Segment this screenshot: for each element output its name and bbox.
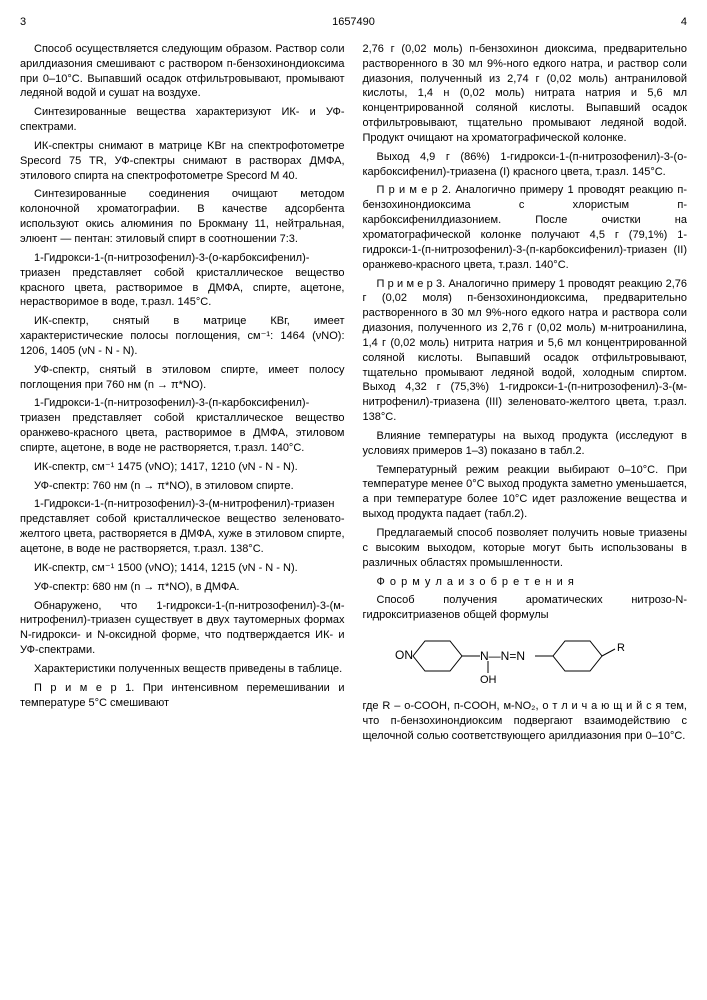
- para: П р и м е р 2. Аналогично примеру 1 пров…: [363, 183, 688, 272]
- para: П р и м е р 3. Аналогично примеру 1 пров…: [363, 277, 688, 425]
- para: 1-Гидрокси-1-(п-нитрозофенил)-3-(о-карбо…: [20, 251, 345, 310]
- para: ИК-спектры снимают в матрице KBг на спек…: [20, 139, 345, 184]
- formula-heading: Ф о р м у л а и з о б р е т е н и я: [363, 575, 688, 590]
- para: УФ-спектр: 680 нм (n → π*NO), в ДМФА.: [20, 580, 345, 595]
- para: где R – о-COOH, п-COOH, м-NO₂, о т л и ч…: [363, 699, 688, 744]
- para: Синтезированные соединения очищают метод…: [20, 187, 345, 246]
- para: Температурный режим реакции выбирают 0–1…: [363, 463, 688, 522]
- page-num-left: 3: [20, 15, 26, 30]
- chemical-formula: ON N—N=N R OH: [363, 631, 688, 691]
- para: УФ-спектр: 760 нм (n → π*NO), в этиловом…: [20, 479, 345, 494]
- para: Выход 4,9 г (86%) 1-гидрокси-1-(п-нитроз…: [363, 150, 688, 180]
- para: Синтезированные вещества характеризуют И…: [20, 105, 345, 135]
- page-header: 3 1657490 4: [20, 15, 687, 30]
- para: П р и м е р 1. При интенсивном перемешив…: [20, 681, 345, 711]
- para: Способ получения ароматических нитрозо-N…: [363, 593, 688, 623]
- svg-text:OH: OH: [480, 674, 497, 686]
- right-column: 2,76 г (0,02 моль) п-бензохинон диоксима…: [363, 42, 688, 748]
- para: Способ осуществляется следующим образом.…: [20, 42, 345, 101]
- svg-text:N—N=N: N—N=N: [480, 649, 525, 663]
- para: Влияние температуры на выход продукта (и…: [363, 429, 688, 459]
- para: ИК-спектр, снятый в матрице КВг, имеет х…: [20, 314, 345, 359]
- para: 1-Гидрокси-1-(п-нитрозофенил)-3-(п-карбо…: [20, 396, 345, 455]
- para: ИК-спектр, см⁻¹ 1475 (νNO); 1417, 1210 (…: [20, 460, 345, 475]
- para: Характеристики полученных веществ привед…: [20, 662, 345, 677]
- para: 1-Гидрокси-1-(п-нитрозофенил)-3-(м-нитро…: [20, 497, 345, 556]
- svg-text:R: R: [617, 642, 625, 654]
- text-columns: Способ осуществляется следующим образом.…: [20, 42, 687, 748]
- para: Предлагаемый способ позволяет получить н…: [363, 526, 688, 571]
- para: ИК-спектр, см⁻¹ 1500 (νNO); 1414, 1215 (…: [20, 561, 345, 576]
- para: 2,76 г (0,02 моль) п-бензохинон диоксима…: [363, 42, 688, 146]
- para: Обнаружено, что 1-гидрокси-1-(п-нитрозоф…: [20, 599, 345, 658]
- para: УФ-спектр, снятый в этиловом спирте, име…: [20, 363, 345, 393]
- left-column: Способ осуществляется следующим образом.…: [20, 42, 345, 748]
- svg-text:ON: ON: [395, 648, 413, 662]
- page-num-right: 4: [681, 15, 687, 30]
- patent-number: 1657490: [332, 15, 375, 30]
